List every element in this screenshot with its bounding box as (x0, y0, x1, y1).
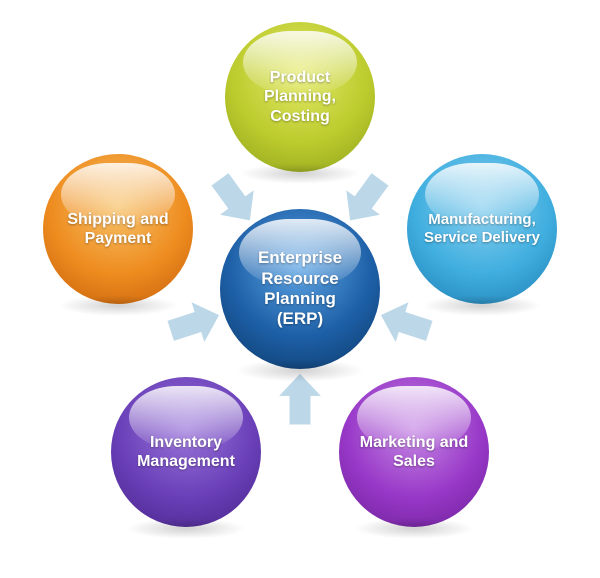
arrow-icon (164, 294, 227, 352)
node-marketing: Marketing andSales (339, 377, 489, 527)
node-shipping: Shipping andPayment (43, 154, 193, 304)
center-node-label: EnterpriseResourcePlanning(ERP) (258, 248, 342, 330)
node-manufacturing: Manufacturing,Service Delivery (407, 154, 557, 304)
erp-diagram: ProductPlanning,Costing Manufacturing,Ser… (0, 0, 600, 578)
node-marketing-label: Marketing andSales (360, 433, 468, 471)
node-inventory: InventoryManagement (111, 377, 261, 527)
arrow-icon (278, 373, 322, 425)
arrow-icon (373, 294, 436, 352)
node-manufacturing-label: Manufacturing,Service Delivery (424, 211, 540, 247)
node-product-planning: ProductPlanning,Costing (225, 22, 375, 172)
node-inventory-label: InventoryManagement (137, 433, 235, 471)
center-node: EnterpriseResourcePlanning(ERP) (220, 209, 380, 369)
node-shipping-label: Shipping andPayment (67, 210, 168, 248)
node-product-planning-label: ProductPlanning,Costing (264, 68, 336, 126)
